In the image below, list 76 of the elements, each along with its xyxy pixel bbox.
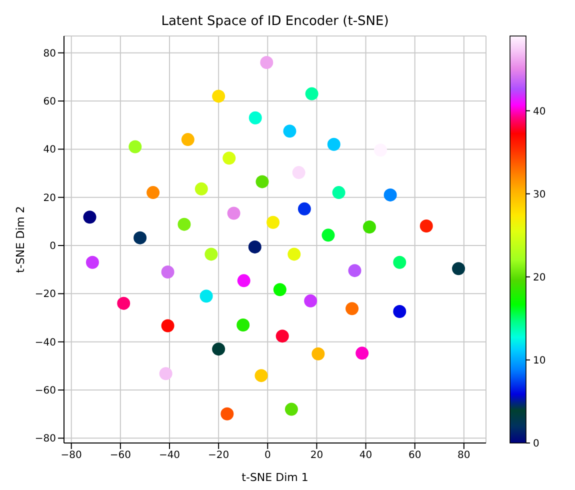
- point: [374, 144, 387, 157]
- point: [284, 402, 298, 416]
- point: [256, 175, 269, 188]
- y-tick-label: 40: [43, 144, 56, 156]
- point: [288, 248, 301, 261]
- point: [204, 248, 218, 261]
- point: [393, 256, 406, 269]
- x-tick-label: −40: [158, 450, 180, 462]
- y-tick-label: 0: [50, 241, 56, 252]
- x-tick-label: 80: [458, 450, 470, 462]
- x-tick-label: 40: [359, 450, 372, 462]
- point: [212, 342, 226, 356]
- color-bar-label: 20: [533, 272, 546, 284]
- point: [292, 166, 306, 180]
- point: [327, 138, 340, 151]
- point: [260, 56, 274, 69]
- point: [276, 330, 289, 343]
- point: [356, 346, 369, 360]
- point: [283, 124, 296, 138]
- x-tick-label: 0: [264, 450, 271, 462]
- chart-title: Latent Space of ID Encoder (t-SNE): [160, 14, 390, 29]
- point: [128, 140, 142, 154]
- point: [322, 228, 335, 242]
- point: [273, 283, 286, 296]
- color-bar-label: 10: [533, 355, 546, 366]
- point: [146, 186, 160, 200]
- point: [227, 206, 240, 220]
- point: [86, 256, 99, 269]
- point: [248, 111, 262, 124]
- point: [194, 182, 208, 196]
- point: [181, 133, 194, 146]
- y-tick-label: −40: [34, 337, 56, 348]
- point: [420, 220, 433, 233]
- point: [393, 305, 406, 318]
- point: [298, 202, 311, 216]
- x-axis-title: t-SNE Dim 1: [242, 471, 308, 484]
- y-tick-label: 60: [43, 96, 56, 108]
- color-bar-label: 40: [533, 106, 546, 118]
- point: [134, 231, 147, 244]
- point: [254, 369, 268, 382]
- point: [332, 186, 346, 200]
- point: [222, 152, 236, 165]
- point: [346, 302, 359, 316]
- point: [117, 296, 130, 310]
- point: [384, 188, 397, 202]
- point: [362, 220, 376, 234]
- point: [159, 367, 172, 380]
- point: [220, 407, 234, 420]
- y-tick-label: 20: [43, 192, 56, 204]
- point: [178, 218, 191, 231]
- point: [161, 319, 174, 332]
- point: [200, 290, 213, 303]
- y-tick-label: −20: [34, 289, 56, 300]
- color-bar-label: 30: [533, 189, 546, 200]
- x-tick-label: 60: [408, 450, 422, 462]
- point: [305, 87, 318, 100]
- point: [237, 274, 250, 288]
- x-tick-label: −80: [60, 450, 82, 462]
- point: [83, 210, 96, 224]
- point: [348, 264, 362, 278]
- point: [452, 262, 466, 276]
- x-tick-label: −20: [208, 450, 230, 462]
- y-tick-label: −60: [34, 386, 56, 397]
- x-tick-label: 20: [310, 450, 324, 462]
- y-tick-label: −80: [34, 434, 56, 445]
- point: [212, 90, 226, 103]
- y-tick-label: 80: [43, 48, 56, 60]
- point: [312, 347, 325, 360]
- point: [161, 266, 174, 279]
- point: [266, 216, 280, 229]
- y-axis-title: t-SNE Dim 2: [14, 206, 27, 273]
- point: [248, 240, 262, 254]
- color-bar-label: 0: [533, 438, 540, 450]
- x-tick-label: −60: [110, 450, 131, 462]
- point: [236, 318, 250, 332]
- point: [304, 294, 318, 308]
